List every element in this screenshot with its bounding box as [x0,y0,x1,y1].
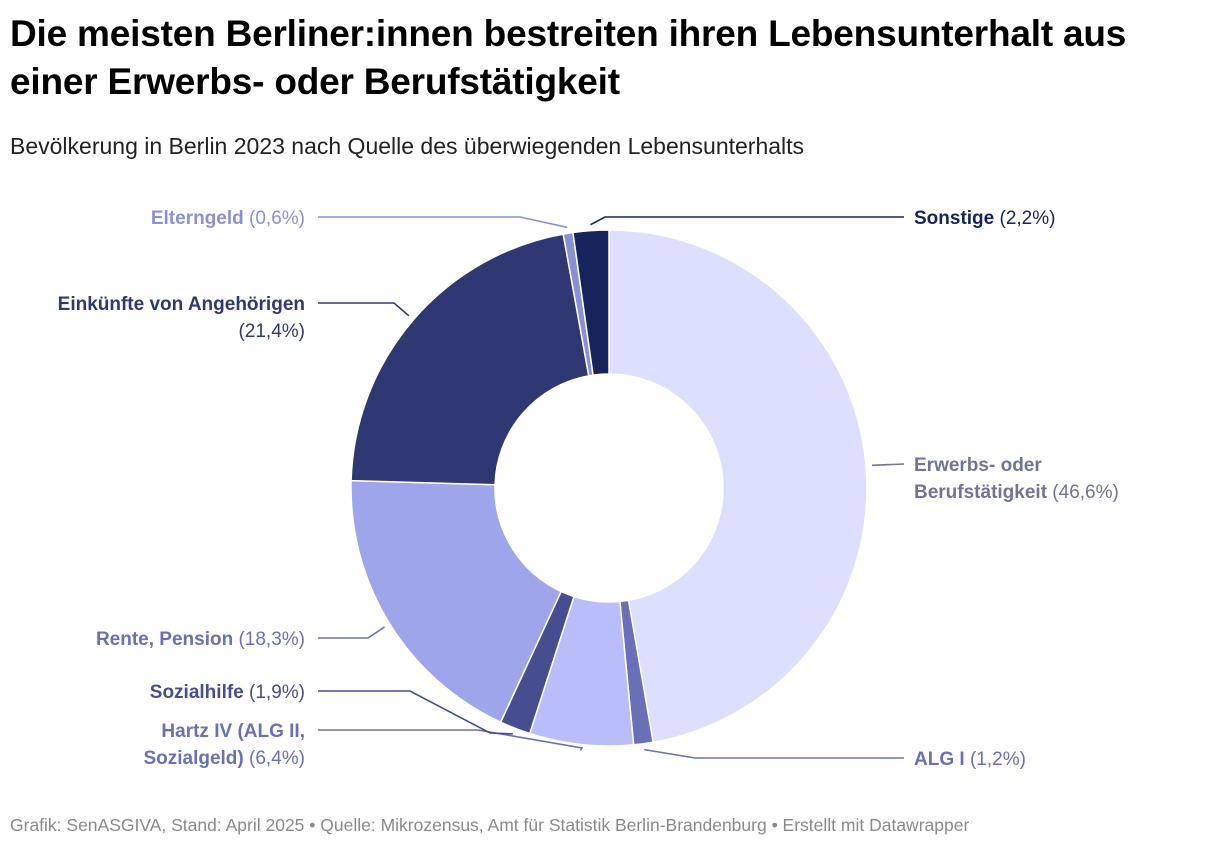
leader-line-alg-i [644,748,904,759]
leader-line-einkünfte-von-angehörigen [318,302,410,317]
label-alg-i: ALG I (1,2%) [914,749,1026,770]
leader-line-rente-pension [318,626,385,639]
slice-sonstige [572,229,610,376]
leader-line-sozialhilfe [318,690,513,735]
leader-lines [318,216,905,759]
label-erwerbs-oder-berufstätigkeit: Erwerbs- oder Berufstätigkeit (46,6%) [914,455,1119,503]
leader-line-erwerbs-oder-berufstätigkeit [871,463,905,467]
label-elterngeld: Elterngeld (0,6%) [151,208,305,229]
chart-title: Die meisten Berliner:innen bestreiten ih… [10,13,1127,102]
label-hartz-iv-alg-ii-sozialgeld: Hartz IV (ALG II, Sozialgeld) (6,4%) [143,721,305,769]
label-sozialhilfe: Sozialhilfe (1,9%) [150,682,305,703]
slice-einkünfte-von-angehörigen [350,233,590,486]
slice-erwerbs-oder-berufstätigkeit [608,229,868,744]
leader-line-sonstige [590,216,904,226]
donut-slices [350,229,868,747]
leader-line-elterngeld [318,216,568,229]
slice-rente-pension [350,479,563,724]
label-rente-pension: Rente, Pension (18,3%) [96,629,305,650]
label-einkünfte-von-angehörigen: Einkünfte von Angehörigen (21,4%) [58,294,305,342]
chart-subtitle: Bevölkerung in Berlin 2023 nach Quelle d… [10,133,805,159]
slice-labels: Erwerbs- oder Berufstätigkeit (46,6%) ALG … [58,208,1119,770]
label-sonstige: Sonstige (2,2%) [914,208,1055,229]
source-footer: Grafik: SenASGIVA, Stand: April 2025 • Q… [10,815,970,835]
leader-line-hartz-iv-alg-ii-sozialgeld [318,729,584,751]
